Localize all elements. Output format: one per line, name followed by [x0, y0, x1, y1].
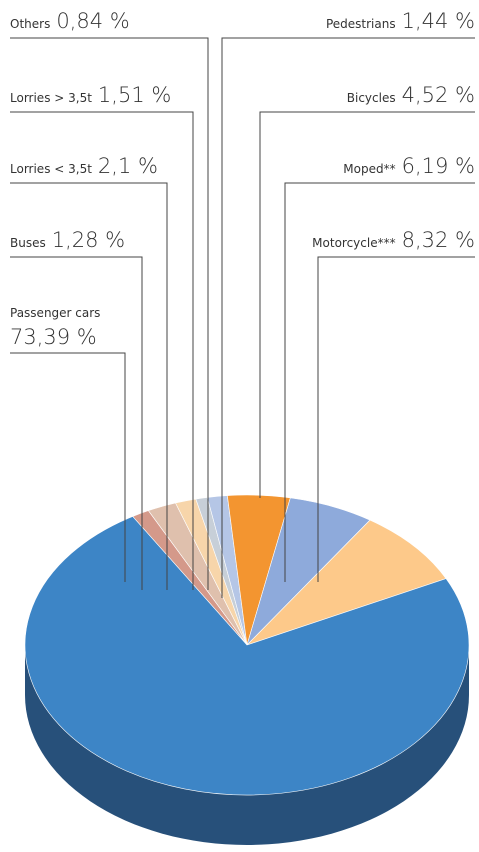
pie-slice — [24, 516, 470, 796]
label: Moped** 6,19 % — [343, 154, 475, 178]
label-value: 2,1 % — [98, 154, 158, 178]
label-value: 1,28 % — [52, 228, 125, 252]
label-value: 4,52 % — [402, 83, 475, 107]
label-name: Lorries < 3,5t — [10, 162, 92, 176]
label-value: 1,44 % — [402, 9, 475, 33]
label: Motorcycle*** 8,32 % — [312, 228, 475, 252]
label-value: 73,39 % — [10, 325, 97, 349]
label: Pedestrians 1,44 % — [326, 9, 475, 33]
leader-lines — [10, 37, 475, 598]
label: Lorries < 3,5t 2,1 % — [10, 154, 158, 178]
label: Others 0,84 % — [10, 9, 130, 33]
label-name: Others — [10, 17, 50, 31]
leader — [10, 256, 143, 590]
leader — [10, 111, 194, 590]
leader — [10, 182, 168, 590]
leader — [317, 256, 475, 582]
pie-slice — [246, 519, 447, 646]
leader — [10, 352, 126, 582]
label-value: 6,19 % — [402, 154, 475, 178]
label-name: Passenger cars — [10, 306, 100, 320]
leader — [10, 37, 209, 590]
label-value: 8,32 % — [402, 228, 475, 252]
label-name: Moped** — [343, 162, 395, 176]
leader — [284, 182, 475, 582]
label-name: Bicycles — [347, 91, 396, 105]
leader — [259, 111, 475, 498]
label-value: 0,84 % — [56, 9, 129, 33]
label-value: 1,51 % — [98, 83, 171, 107]
label: Bicycles 4,52 % — [347, 83, 475, 107]
label: Lorries > 3,5t 1,51 % — [10, 83, 171, 107]
label: Buses 1,28 % — [10, 228, 125, 252]
pie — [24, 494, 470, 796]
leader — [221, 37, 475, 598]
label-name: Pedestrians — [326, 17, 396, 31]
label-name: Buses — [10, 236, 46, 250]
label-name: Lorries > 3,5t — [10, 91, 92, 105]
label-name: Motorcycle*** — [312, 236, 395, 250]
